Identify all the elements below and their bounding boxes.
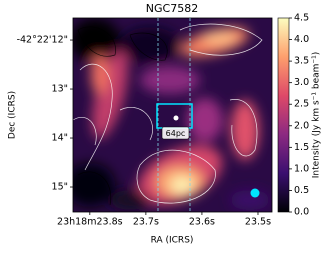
x-tick-label: 23.5s <box>245 217 271 228</box>
colorbar-tick-label: 3.5 <box>294 56 309 67</box>
colorbar-tick-label: 0.5 <box>294 185 309 196</box>
intensity-map <box>73 18 272 212</box>
colorbar-tick-label: 1.0 <box>294 163 309 174</box>
colorbar-tick-label: 1.5 <box>294 142 309 153</box>
x-tick-label: 23.6s <box>189 217 215 228</box>
x-tick-label: 23.7s <box>133 217 159 228</box>
x-axis-label: RA (ICRS) <box>151 236 194 246</box>
axes-frame <box>72 17 273 213</box>
chart-title: NGC7582 <box>146 2 198 15</box>
colorbar-tick-label: 0.0 <box>294 207 309 218</box>
colorbar-tick-label: 2.5 <box>294 99 309 110</box>
y-tick-label: 14" <box>52 133 68 144</box>
colorbar-tick-label: 4.0 <box>294 34 309 45</box>
scale-label: 64pc <box>166 129 186 138</box>
y-axis-label: Dec (ICRS) <box>8 91 18 139</box>
x-tick-label: 23h18m23.8s <box>57 217 123 228</box>
y-tick-label: 13" <box>52 84 68 95</box>
colorbar-tick-label: 3.0 <box>294 77 309 88</box>
colorbar-tick-label: 4.5 <box>294 13 309 24</box>
colorbar <box>277 17 290 213</box>
scale-label-box <box>161 126 190 140</box>
y-tick-label: -42°22'12" <box>17 35 68 46</box>
beam <box>250 188 260 198</box>
nucleus-marker <box>173 115 179 121</box>
colorbar-label: Intensity (Jy km s⁻¹ beam⁻¹) <box>312 52 322 179</box>
colorbar-tick-label: 2.0 <box>294 120 309 131</box>
y-tick-label: 15" <box>52 182 68 193</box>
